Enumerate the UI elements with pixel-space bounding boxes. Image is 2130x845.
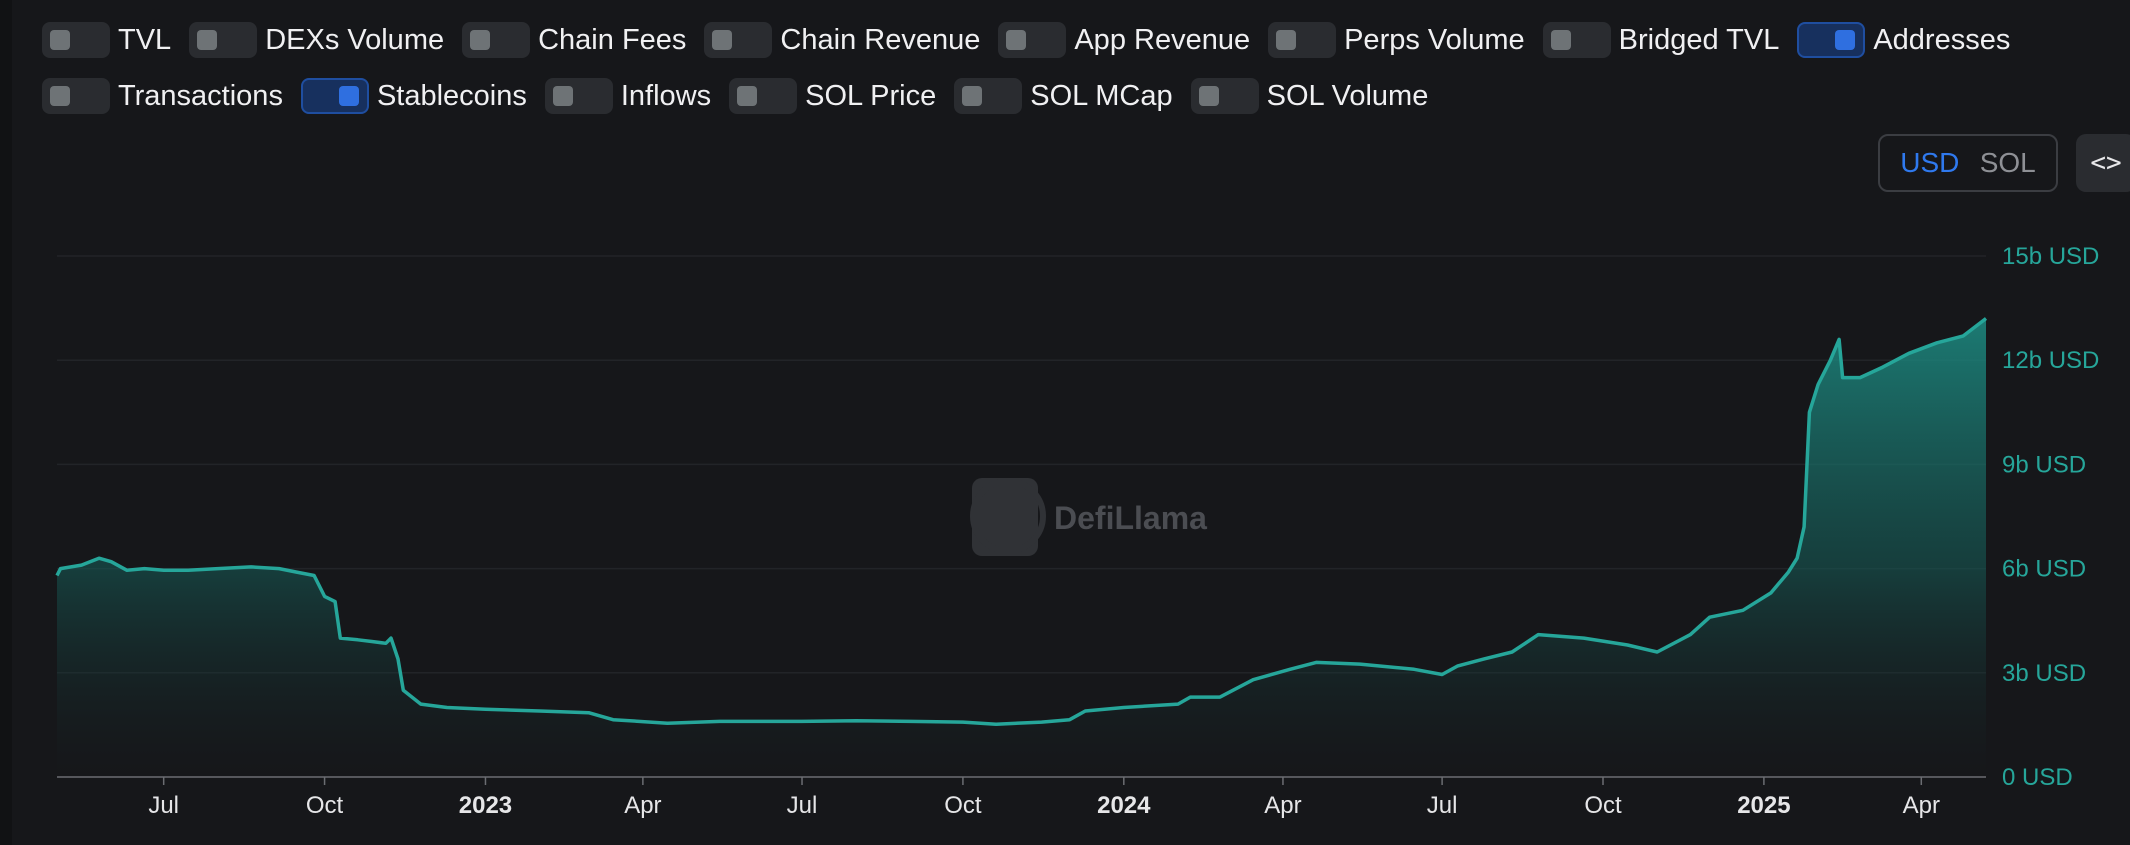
x-tick-label: Apr [1264, 792, 1301, 819]
toggle-switch[interactable] [1797, 22, 1866, 58]
y-tick-label: 15b USD [2002, 243, 2099, 270]
toggle-knob [50, 30, 70, 50]
toggle-label: Transactions [118, 79, 283, 112]
toggle-label: Bridged TVL [1618, 23, 1780, 56]
metric-toggles: TVL DEXs Volume Chain Fees Chain Revenue App… [42, 18, 2090, 130]
x-tick-label: Oct [306, 792, 344, 819]
x-axis: Jul Oct 2023 Apr Jul Oct 2024 Apr Jul Oct 2025 Apr [148, 777, 1940, 819]
x-tick-label: Jul [787, 792, 818, 819]
toggle-label: TVL [118, 23, 172, 56]
toggle-app-revenue[interactable]: App Revenue [998, 22, 1250, 58]
toggle-knob [962, 86, 983, 106]
watermark-text: DefiLlama [1054, 500, 1207, 536]
toggle-switch[interactable] [42, 22, 110, 58]
x-tick-label: Oct [944, 792, 982, 819]
currency-switch: USD SOL [1878, 134, 2058, 192]
y-tick-label: 3b USD [2002, 660, 2086, 687]
toggle-knob [1276, 30, 1297, 50]
watermark-logo-ring [970, 478, 1046, 554]
series-area [57, 318, 1986, 777]
toggle-label: Stablecoins [376, 79, 527, 112]
toggle-sol-volume[interactable]: SOL Volume [1190, 78, 1429, 114]
toggle-switch[interactable] [544, 78, 613, 114]
toggle-label: Perps Volume [1344, 23, 1525, 56]
x-tick-label: 2023 [459, 792, 512, 819]
embed-code-button[interactable]: <> [2076, 134, 2130, 192]
toggle-addresses[interactable]: Addresses [1797, 22, 2010, 58]
toggle-transactions[interactable]: Transactions [42, 78, 283, 114]
x-tick-label: Oct [1584, 792, 1622, 819]
toggle-switch[interactable] [189, 22, 258, 58]
toggle-label: Addresses [1873, 23, 2011, 56]
toggle-switch[interactable] [1268, 22, 1337, 58]
toggle-switch[interactable] [998, 22, 1067, 58]
toggle-stablecoins[interactable]: Stablecoins [300, 78, 527, 114]
grid [57, 255, 1986, 674]
y-axis: 0 USD 3b USD 6b USD 9b USD 12b USD 15b USD [2002, 243, 2099, 791]
series-line[interactable] [55, 317, 1988, 726]
left-panel-edge [0, 0, 12, 845]
toggle-label: Chain Revenue [780, 23, 981, 56]
toggle-label: SOL Price [805, 79, 937, 112]
toggle-chain-revenue[interactable]: Chain Revenue [704, 22, 980, 58]
toggle-label: Inflows [620, 79, 712, 112]
toggle-switch[interactable] [42, 78, 110, 114]
toggle-knob [338, 86, 359, 106]
toggle-switch[interactable] [1190, 78, 1259, 114]
x-tick-label: Apr [624, 792, 661, 819]
toggle-chain-fees[interactable]: Chain Fees [462, 22, 686, 58]
toggle-switch[interactable] [954, 78, 1023, 114]
toggle-switch[interactable] [704, 22, 773, 58]
toggle-bridged-tvl[interactable]: Bridged TVL [1542, 22, 1780, 58]
toggle-knob [1006, 30, 1027, 50]
toggle-row-2: Transactions Stablecoins Inflows SOL Price S… [42, 74, 2090, 118]
toggle-label: DEXs Volume [265, 23, 445, 56]
toggle-switch[interactable] [1542, 22, 1611, 58]
x-tick-label: Jul [1427, 792, 1458, 819]
toggle-label: SOL MCap [1030, 79, 1173, 112]
x-tick-label: 2025 [1737, 792, 1790, 819]
y-tick-label: 0 USD [2002, 764, 2073, 791]
toggle-knob [470, 30, 491, 50]
toggle-knob [712, 30, 733, 50]
toggle-knob [737, 86, 758, 106]
x-tick-label: Jul [148, 792, 179, 819]
toggle-knob [552, 86, 573, 106]
toggle-label: App Revenue [1074, 23, 1251, 56]
toggle-dexs-volume[interactable]: DEXs Volume [189, 22, 444, 58]
toggle-perps-volume[interactable]: Perps Volume [1268, 22, 1525, 58]
toggle-knob [1835, 30, 1856, 50]
toggle-label: SOL Volume [1266, 79, 1429, 112]
y-tick-label: 9b USD [2002, 451, 2086, 478]
toggle-sol-price[interactable]: SOL Price [729, 78, 936, 114]
y-tick-label: 6b USD [2002, 556, 2086, 583]
toggle-label: Chain Fees [538, 23, 687, 56]
watermark-logo [972, 478, 1038, 556]
x-tick-label: Apr [1903, 792, 1940, 819]
toggle-tvl[interactable]: TVL [42, 22, 171, 58]
defillama-watermark: DefiLlama [970, 478, 1207, 556]
toggle-knob [1550, 30, 1571, 50]
toggle-inflows[interactable]: Inflows [544, 78, 712, 114]
toggle-knob [1198, 86, 1219, 106]
currency-sol-button[interactable]: SOL [1979, 147, 2036, 178]
toggle-switch[interactable] [462, 22, 531, 58]
currency-usd-button[interactable]: USD [1900, 147, 1960, 178]
toggle-knob [197, 30, 218, 50]
toggle-knob [50, 86, 70, 106]
y-tick-label: 12b USD [2002, 347, 2099, 374]
toggle-switch[interactable] [300, 78, 369, 114]
toggle-sol-mcap[interactable]: SOL MCap [954, 78, 1173, 114]
toggle-switch[interactable] [729, 78, 798, 114]
toggle-row-1: TVL DEXs Volume Chain Fees Chain Revenue App… [42, 18, 2090, 62]
x-tick-label: 2024 [1097, 792, 1151, 819]
